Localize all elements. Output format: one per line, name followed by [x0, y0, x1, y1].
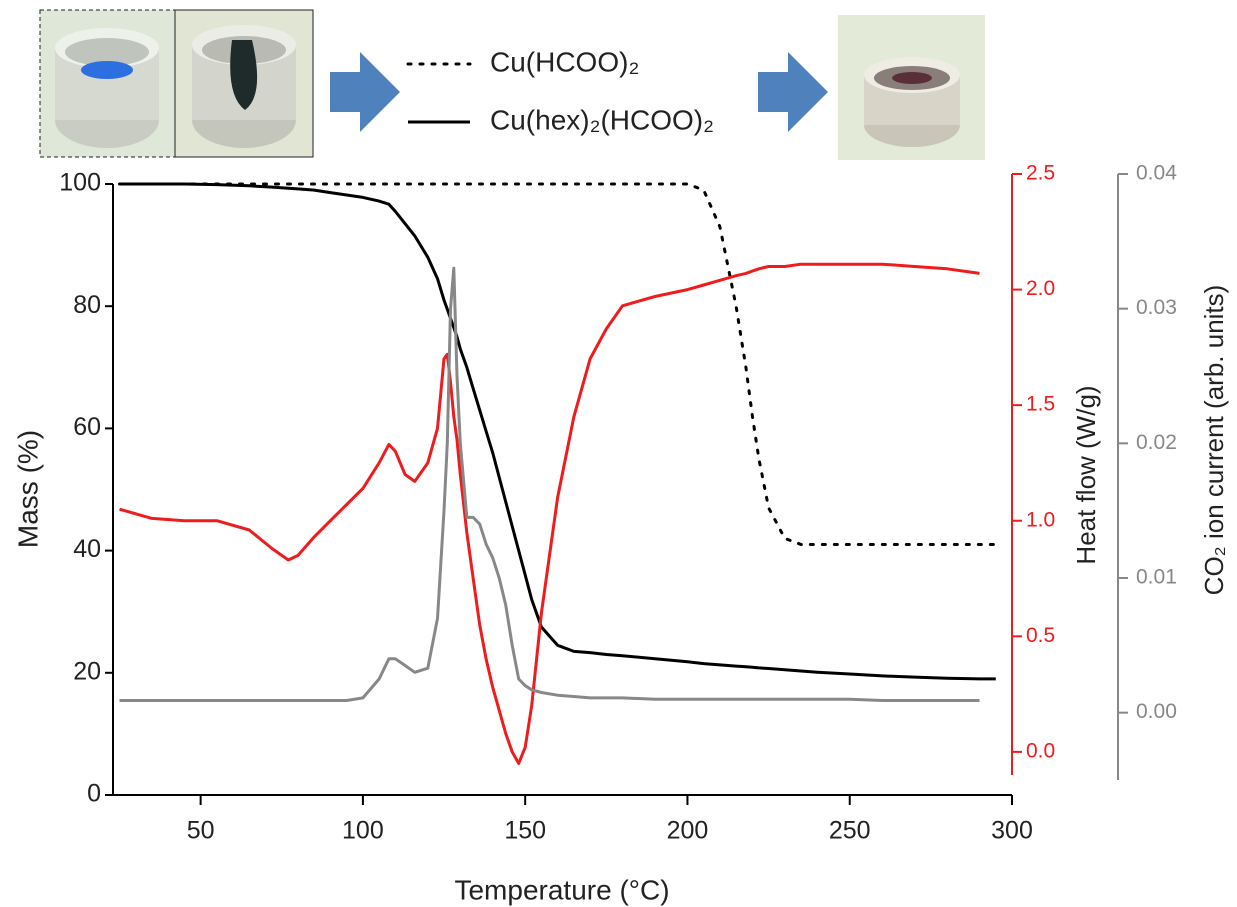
line-series	[119, 262, 980, 765]
x-tick-label: 150	[504, 817, 546, 845]
y-tick-label: 40	[73, 535, 101, 563]
y2-tick-label: 0.5	[1026, 624, 1055, 647]
y3-tick-label: 0.00	[1136, 700, 1177, 723]
y3-tick-label: 0.04	[1136, 162, 1177, 185]
line-series	[119, 266, 980, 702]
arrow	[758, 52, 828, 132]
y2-tick-label: 1.5	[1026, 393, 1055, 416]
y3-tick-label: 0.03	[1136, 296, 1177, 319]
y-tick-label: 60	[73, 413, 101, 441]
x-tick-label: 50	[187, 817, 215, 845]
x-tick-label: 250	[829, 817, 871, 845]
line-series	[119, 182, 996, 681]
y2-tick-label: 2.0	[1026, 277, 1055, 300]
y-axis-title: Mass (%)	[12, 430, 43, 548]
y2-tick-label: 1.0	[1026, 508, 1055, 531]
y-tick-label: 100	[59, 169, 101, 197]
legend-label: Cu(HCOO)₂	[490, 46, 639, 77]
y3-tick-label: 0.02	[1136, 431, 1177, 454]
y2-tick-label: 2.5	[1026, 162, 1055, 185]
y-tick-label: 80	[73, 291, 101, 319]
x-axis-title: Temperature (°C)	[454, 874, 669, 905]
y-tick-label: 0	[87, 780, 101, 808]
y3-axis-title: CO₂ ion current (arb. units)	[1199, 285, 1229, 596]
y2-tick-label: 0.0	[1026, 739, 1055, 762]
photo-blue-crystals	[39, 9, 176, 158]
y2-axis-title: Heat flow (W/g)	[1071, 385, 1101, 564]
photo-dark-liquid	[174, 9, 314, 158]
x-tick-label: 100	[342, 817, 384, 845]
y3-tick-label: 0.01	[1136, 566, 1177, 589]
x-tick-label: 200	[667, 817, 709, 845]
x-tick-label: 300	[991, 817, 1033, 845]
arrow	[330, 52, 400, 132]
line-series	[118, 182, 998, 546]
legend-label: Cu(hex)₂(HCOO)₂	[490, 104, 714, 135]
y-tick-label: 20	[73, 657, 101, 685]
photo-product	[838, 15, 985, 160]
